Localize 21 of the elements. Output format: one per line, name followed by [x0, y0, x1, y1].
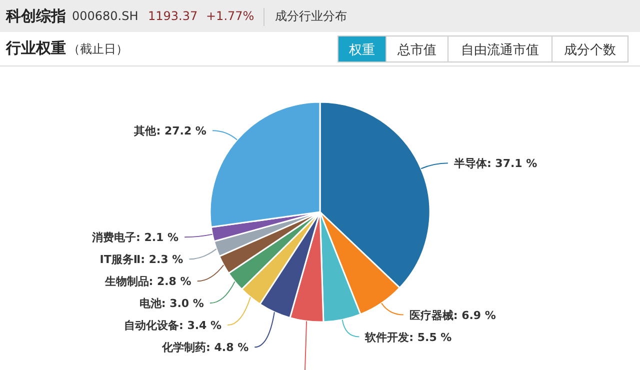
text: 科创综指 — [5, 7, 66, 25]
slice-label: 生物制品: 2.8 % — [104, 275, 192, 288]
chart-subtitle: （截止日） — [68, 42, 128, 56]
text: 000680.SH — [72, 9, 138, 23]
text: 总市值 — [396, 43, 436, 58]
text: +1.77% — [206, 9, 254, 23]
text: 成分行业分布 — [275, 9, 347, 23]
slice-label: 自动化设备: 3.4 % — [124, 319, 222, 332]
text: 权重 — [348, 43, 375, 58]
slice-label: 软件开发: 5.5 % — [364, 330, 452, 344]
slice-label: 半导体: 37.1 % — [452, 157, 538, 170]
text: 成分个数 — [564, 43, 616, 58]
slice-label: 化学制药: 4.8 % — [161, 341, 249, 354]
text: 1193.37 — [148, 9, 198, 23]
text: 自由流通市值 — [461, 42, 539, 58]
slice-label: 电池: 3.0 % — [139, 297, 204, 310]
slice-label: 其他: 27.2 % — [133, 124, 206, 138]
slice-label: 医疗器械: 6.9 % — [409, 308, 496, 322]
chart-title: 行业权重 — [5, 39, 66, 57]
slice-label: IT服务Ⅱ: 2.3 % — [100, 253, 184, 266]
slice-label: 消费电子: 2.1 % — [91, 231, 179, 244]
